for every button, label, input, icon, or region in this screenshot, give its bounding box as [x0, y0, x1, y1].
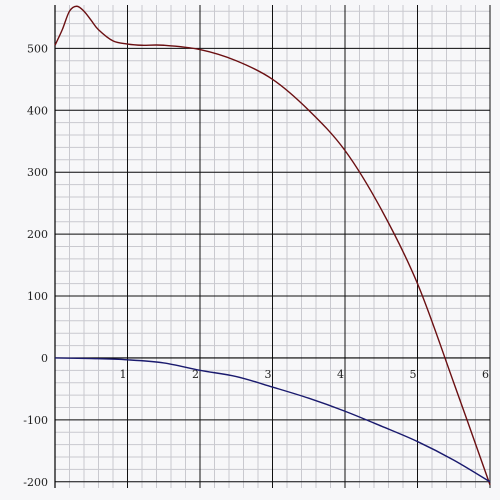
axes — [54, 5, 490, 488]
series-layer — [54, 5, 491, 486]
y-tick-label: -100 — [23, 414, 48, 427]
y-tick-label: 500 — [27, 42, 48, 55]
x-tick-label: 6 — [482, 368, 489, 381]
y-tick-labels: -200 -100 0 100 200 300 400 500 — [23, 42, 48, 488]
y-tick-label: 300 — [27, 166, 48, 179]
y-tick-label: 100 — [27, 290, 48, 303]
y-tick-label: 200 — [27, 228, 48, 241]
series-line-2 — [54, 357, 491, 483]
x-tick-label: 5 — [410, 368, 417, 381]
y-tick-label: -200 — [23, 476, 48, 489]
x-tick-label: 1 — [120, 368, 127, 381]
y-tick-label: 400 — [27, 104, 48, 117]
series-line-1 — [54, 5, 491, 486]
x-tick-labels: 1 2 3 4 5 6 — [120, 368, 490, 381]
x-tick-label: 3 — [265, 368, 272, 381]
x-tick-label: 2 — [192, 368, 199, 381]
x-tick-label: 4 — [337, 368, 344, 381]
major-grid — [55, 5, 491, 488]
y-tick-label: 0 — [41, 352, 48, 365]
